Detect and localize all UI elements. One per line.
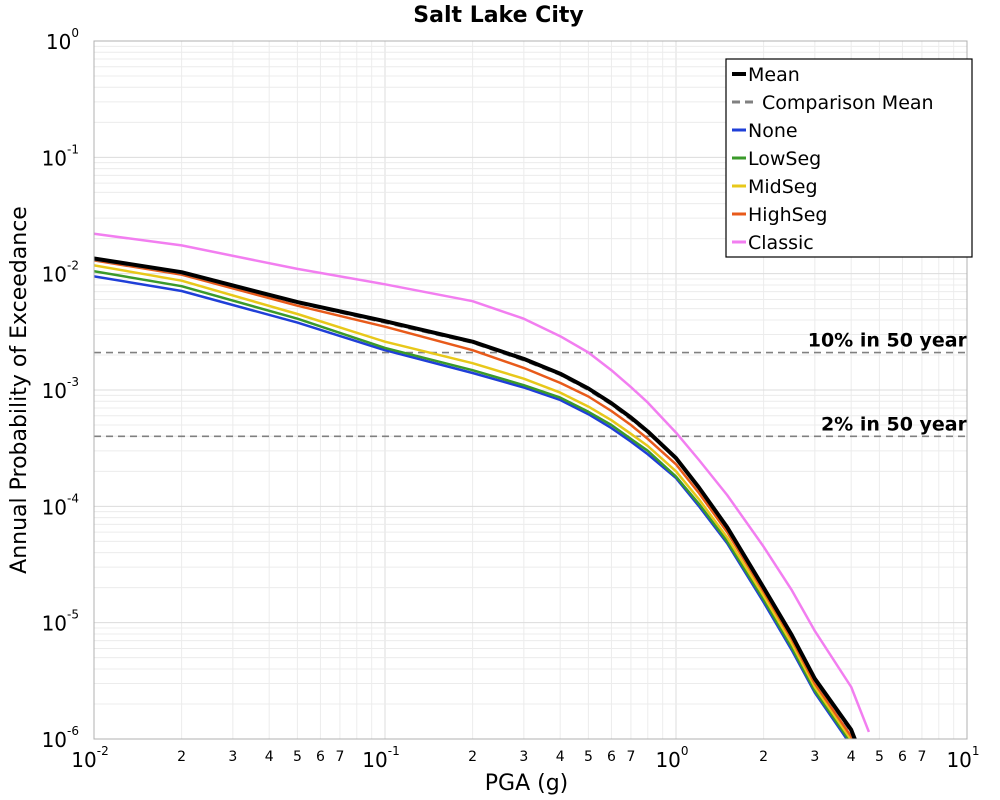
chart-title: Salt Lake City xyxy=(413,3,583,28)
x-minor-tick-label: 7 xyxy=(917,749,926,765)
legend-label: LowSeg xyxy=(748,148,821,170)
series-line-highseg xyxy=(94,259,854,739)
legend-label: None xyxy=(748,120,798,142)
reference-label: 2% in 50 year xyxy=(821,413,968,435)
x-minor-tick-label: 3 xyxy=(810,749,819,765)
reference-lines: 10% in 50 year 2% in 50 year xyxy=(94,330,968,438)
x-minor-tick-label: 4 xyxy=(556,749,565,765)
series-line-classic xyxy=(94,232,871,733)
x-axis-label: PGA (g) xyxy=(485,771,569,796)
legend-box xyxy=(725,58,973,258)
x-minor-tick-label: 5 xyxy=(584,749,593,765)
y-tick-label: 10-6 xyxy=(42,724,79,752)
x-minor-tick-label: 5 xyxy=(875,749,884,765)
legend: Mean Comparison Mean None LowSeg MidSeg HighS… xyxy=(725,58,973,258)
legend-label: HighSeg xyxy=(748,204,827,226)
x-tick-label: 100 xyxy=(655,744,688,772)
reference-label: 10% in 50 year xyxy=(808,330,968,352)
x-tick-label: 101 xyxy=(946,744,979,772)
series-line-midseg xyxy=(94,264,853,739)
x-minor-tick-label: 2 xyxy=(759,749,768,765)
series-line-lowseg xyxy=(94,269,850,739)
x-tick-label: 10-1 xyxy=(362,744,399,772)
legend-label: Mean xyxy=(748,64,800,86)
series-line-mean xyxy=(94,256,857,739)
y-axis-label: Annual Probability of Exceedance xyxy=(7,206,32,574)
legend-label: Comparison Mean xyxy=(762,92,934,114)
x-minor-tick-label: 6 xyxy=(316,749,325,765)
legend-label: MidSeg xyxy=(748,176,818,198)
legend-label: Classic xyxy=(748,232,814,254)
x-minor-tick-label: 5 xyxy=(293,749,302,765)
y-tick-label: 10-1 xyxy=(42,142,79,170)
y-tick-label: 10-5 xyxy=(42,608,79,636)
x-minor-tick-label: 6 xyxy=(607,749,616,765)
x-minor-tick-label: 4 xyxy=(265,749,274,765)
x-minor-tick-label: 7 xyxy=(626,749,635,765)
plot-frame xyxy=(93,40,968,740)
series-layer xyxy=(94,232,871,739)
y-tick-label: 10-3 xyxy=(42,375,79,403)
x-minor-tick-label: 2 xyxy=(177,749,186,765)
y-tick-label: 100 xyxy=(46,26,79,54)
x-minor-tick-label: 6 xyxy=(898,749,907,765)
x-minor-tick-label: 2 xyxy=(468,749,477,765)
x-minor-tick-label: 4 xyxy=(847,749,856,765)
x-tick-label: 10-2 xyxy=(71,744,108,772)
grid-layer xyxy=(93,41,967,740)
x-minor-tick-label: 3 xyxy=(519,749,528,765)
y-tick-label: 10-2 xyxy=(42,259,79,287)
series-line-comparison-mean xyxy=(94,258,856,739)
x-minor-tick-label: 3 xyxy=(228,749,237,765)
y-tick-label: 10-4 xyxy=(42,491,79,519)
x-minor-tick-label: 7 xyxy=(335,749,344,765)
